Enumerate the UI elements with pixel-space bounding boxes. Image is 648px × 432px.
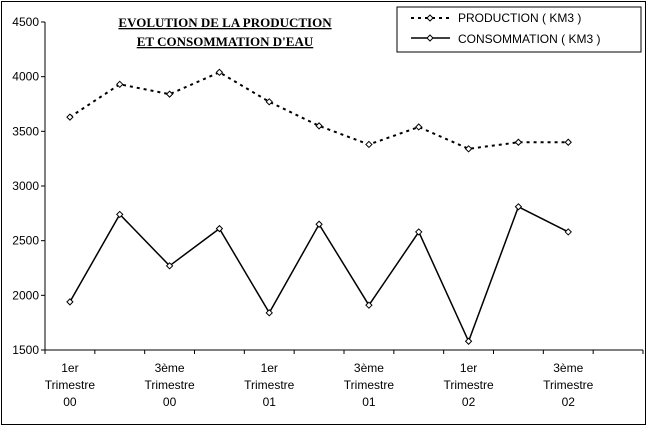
x-tick-label: 1er Trimestre 01 xyxy=(244,361,295,409)
data-point-consommation xyxy=(464,337,473,345)
x-tick-label-line: Trimestre xyxy=(144,378,195,392)
x-tick-label: 1er Trimestre 02 xyxy=(443,361,494,409)
chart-title: EVOLUTION DE LA PRODUCTION ET CONSOMMATI… xyxy=(118,15,332,49)
data-point-production xyxy=(365,140,373,149)
data-point-production xyxy=(116,80,124,89)
x-tick-label-line: 1er xyxy=(261,361,278,375)
legend-production-label: PRODUCTION ( KM3 ) xyxy=(458,11,581,25)
legend-production-marker xyxy=(426,14,434,22)
data-point-production xyxy=(315,122,323,130)
x-tick-label-line: 01 xyxy=(362,395,376,409)
data-point-production xyxy=(464,145,473,153)
data-point-consommation xyxy=(564,228,572,236)
x-tick-label-line: 00 xyxy=(63,395,77,409)
data-point-production xyxy=(564,138,572,146)
legend-consommation-marker xyxy=(426,34,434,42)
data-point-consommation xyxy=(315,220,323,228)
series-line-production xyxy=(69,71,569,150)
x-tick-label-line: 02 xyxy=(462,395,476,409)
data-point-consommation xyxy=(66,298,74,306)
data-point-production xyxy=(514,138,523,146)
x-tick-label: 3ème Trimestre 00 xyxy=(144,361,195,409)
x-tick-label-line: 3ème xyxy=(354,361,384,375)
data-point-production xyxy=(66,113,74,121)
data-point-production xyxy=(215,68,224,77)
y-tick-label: 1500 xyxy=(12,343,39,357)
chart-title-line-2: ET CONSOMMATION D'EAU xyxy=(137,34,314,49)
data-point-consommation xyxy=(415,228,423,236)
y-tick-label: 4000 xyxy=(12,70,39,84)
x-tick-label: 3ème Trimestre 01 xyxy=(344,361,395,409)
y-tick-label: 3000 xyxy=(12,179,39,193)
data-point-production xyxy=(265,98,273,106)
legend-consommation-label: CONSOMMATION ( KM3 ) xyxy=(458,32,600,46)
data-point-production xyxy=(165,90,174,98)
y-tick-label: 2500 xyxy=(12,234,39,248)
x-tick-label-line: Trimestre xyxy=(45,378,96,392)
x-tick-label-line: 1er xyxy=(61,361,78,375)
y-tick-label: 2000 xyxy=(12,288,39,302)
data-point-consommation xyxy=(116,210,124,219)
y-tick-label: 3500 xyxy=(12,124,39,138)
x-tick-label-line: Trimestre xyxy=(443,378,494,392)
legend: PRODUCTION ( KM3 ) CONSOMMATION ( KM3 ) xyxy=(396,6,642,53)
x-tick-label-line: 01 xyxy=(263,395,277,409)
x-tick-label-line: Trimestre xyxy=(543,378,594,392)
x-tick-label-line: 00 xyxy=(163,395,177,409)
y-tick-label: 4500 xyxy=(12,15,39,29)
x-tick-label-line: 1er xyxy=(460,361,477,375)
data-point-consommation xyxy=(165,262,174,270)
data-point-consommation xyxy=(514,203,523,211)
legend-box xyxy=(396,6,642,53)
x-tick-label-line: Trimestre xyxy=(344,378,395,392)
data-point-consommation xyxy=(365,301,373,309)
x-tick-label: 3ème Trimestre 02 xyxy=(543,361,594,409)
x-tick-label: 1er Trimestre 00 xyxy=(45,361,96,409)
data-point-consommation xyxy=(215,224,224,233)
x-tick-label-line: 3ème xyxy=(155,361,185,375)
chart-title-line-1: EVOLUTION DE LA PRODUCTION xyxy=(118,15,332,30)
chart-border xyxy=(1,1,646,425)
data-point-consommation xyxy=(265,309,273,317)
x-tick-label-line: Trimestre xyxy=(244,378,295,392)
x-tick-label-line: 3ème xyxy=(553,361,583,375)
x-tick-label-line: 02 xyxy=(562,395,576,409)
data-point-production xyxy=(415,123,423,131)
